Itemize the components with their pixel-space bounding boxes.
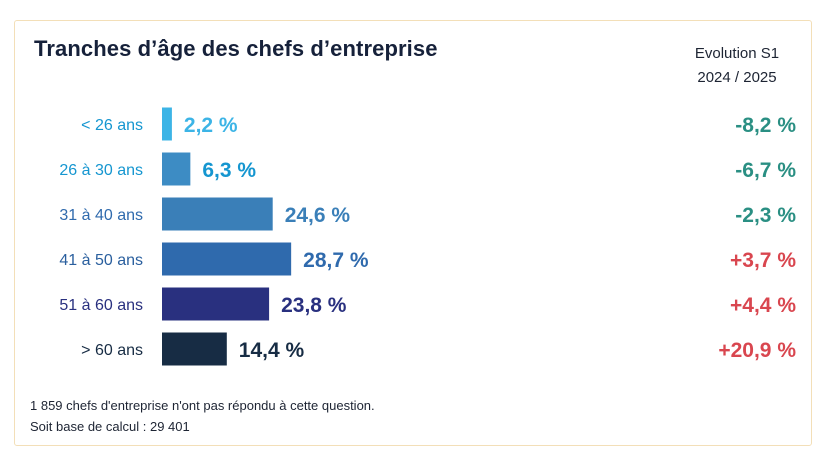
bar: [162, 242, 292, 276]
bar: [162, 332, 227, 366]
bar: [162, 197, 273, 231]
value-label: 14,4 %: [239, 339, 305, 362]
bar: [162, 152, 191, 186]
bar: [162, 107, 172, 141]
footnote: 1 859 chefs d'entreprise n'ont pas répon…: [30, 395, 375, 437]
evolution-label: +3,7 %: [730, 249, 796, 272]
category-label: 51 à 60 ans: [59, 297, 143, 314]
category-label: 26 à 30 ans: [59, 162, 143, 179]
category-label: > 60 ans: [81, 342, 143, 359]
evolution-label: +4,4 %: [730, 294, 796, 317]
footnote-line1: 1 859 chefs d'entreprise n'ont pas répon…: [30, 398, 375, 413]
category-label: < 26 ans: [81, 117, 143, 134]
evolution-label: -8,2 %: [735, 114, 796, 137]
value-label: 2,2 %: [184, 114, 238, 137]
footnote-line2: Soit base de calcul : 29 401: [30, 419, 190, 434]
category-label: 41 à 50 ans: [59, 252, 143, 269]
bar: [162, 287, 270, 321]
evolution-label: -6,7 %: [735, 159, 796, 182]
chart-card: [14, 20, 812, 446]
evolution-header-line1: Evolution S1: [694, 45, 780, 62]
value-label: 28,7 %: [303, 249, 369, 272]
value-label: 24,6 %: [285, 204, 351, 227]
value-label: 23,8 %: [281, 294, 347, 317]
evolution-label: +20,9 %: [718, 339, 796, 362]
category-label: 31 à 40 ans: [59, 207, 143, 224]
value-label: 6,3 %: [202, 159, 256, 182]
chart-title: Tranches d’âge des chefs d’entreprise: [34, 36, 438, 61]
evolution-header-line2: 2024 / 2025: [697, 69, 777, 86]
evolution-header: Evolution S1 2024 / 2025: [672, 42, 802, 90]
evolution-label: -2,3 %: [735, 204, 796, 227]
